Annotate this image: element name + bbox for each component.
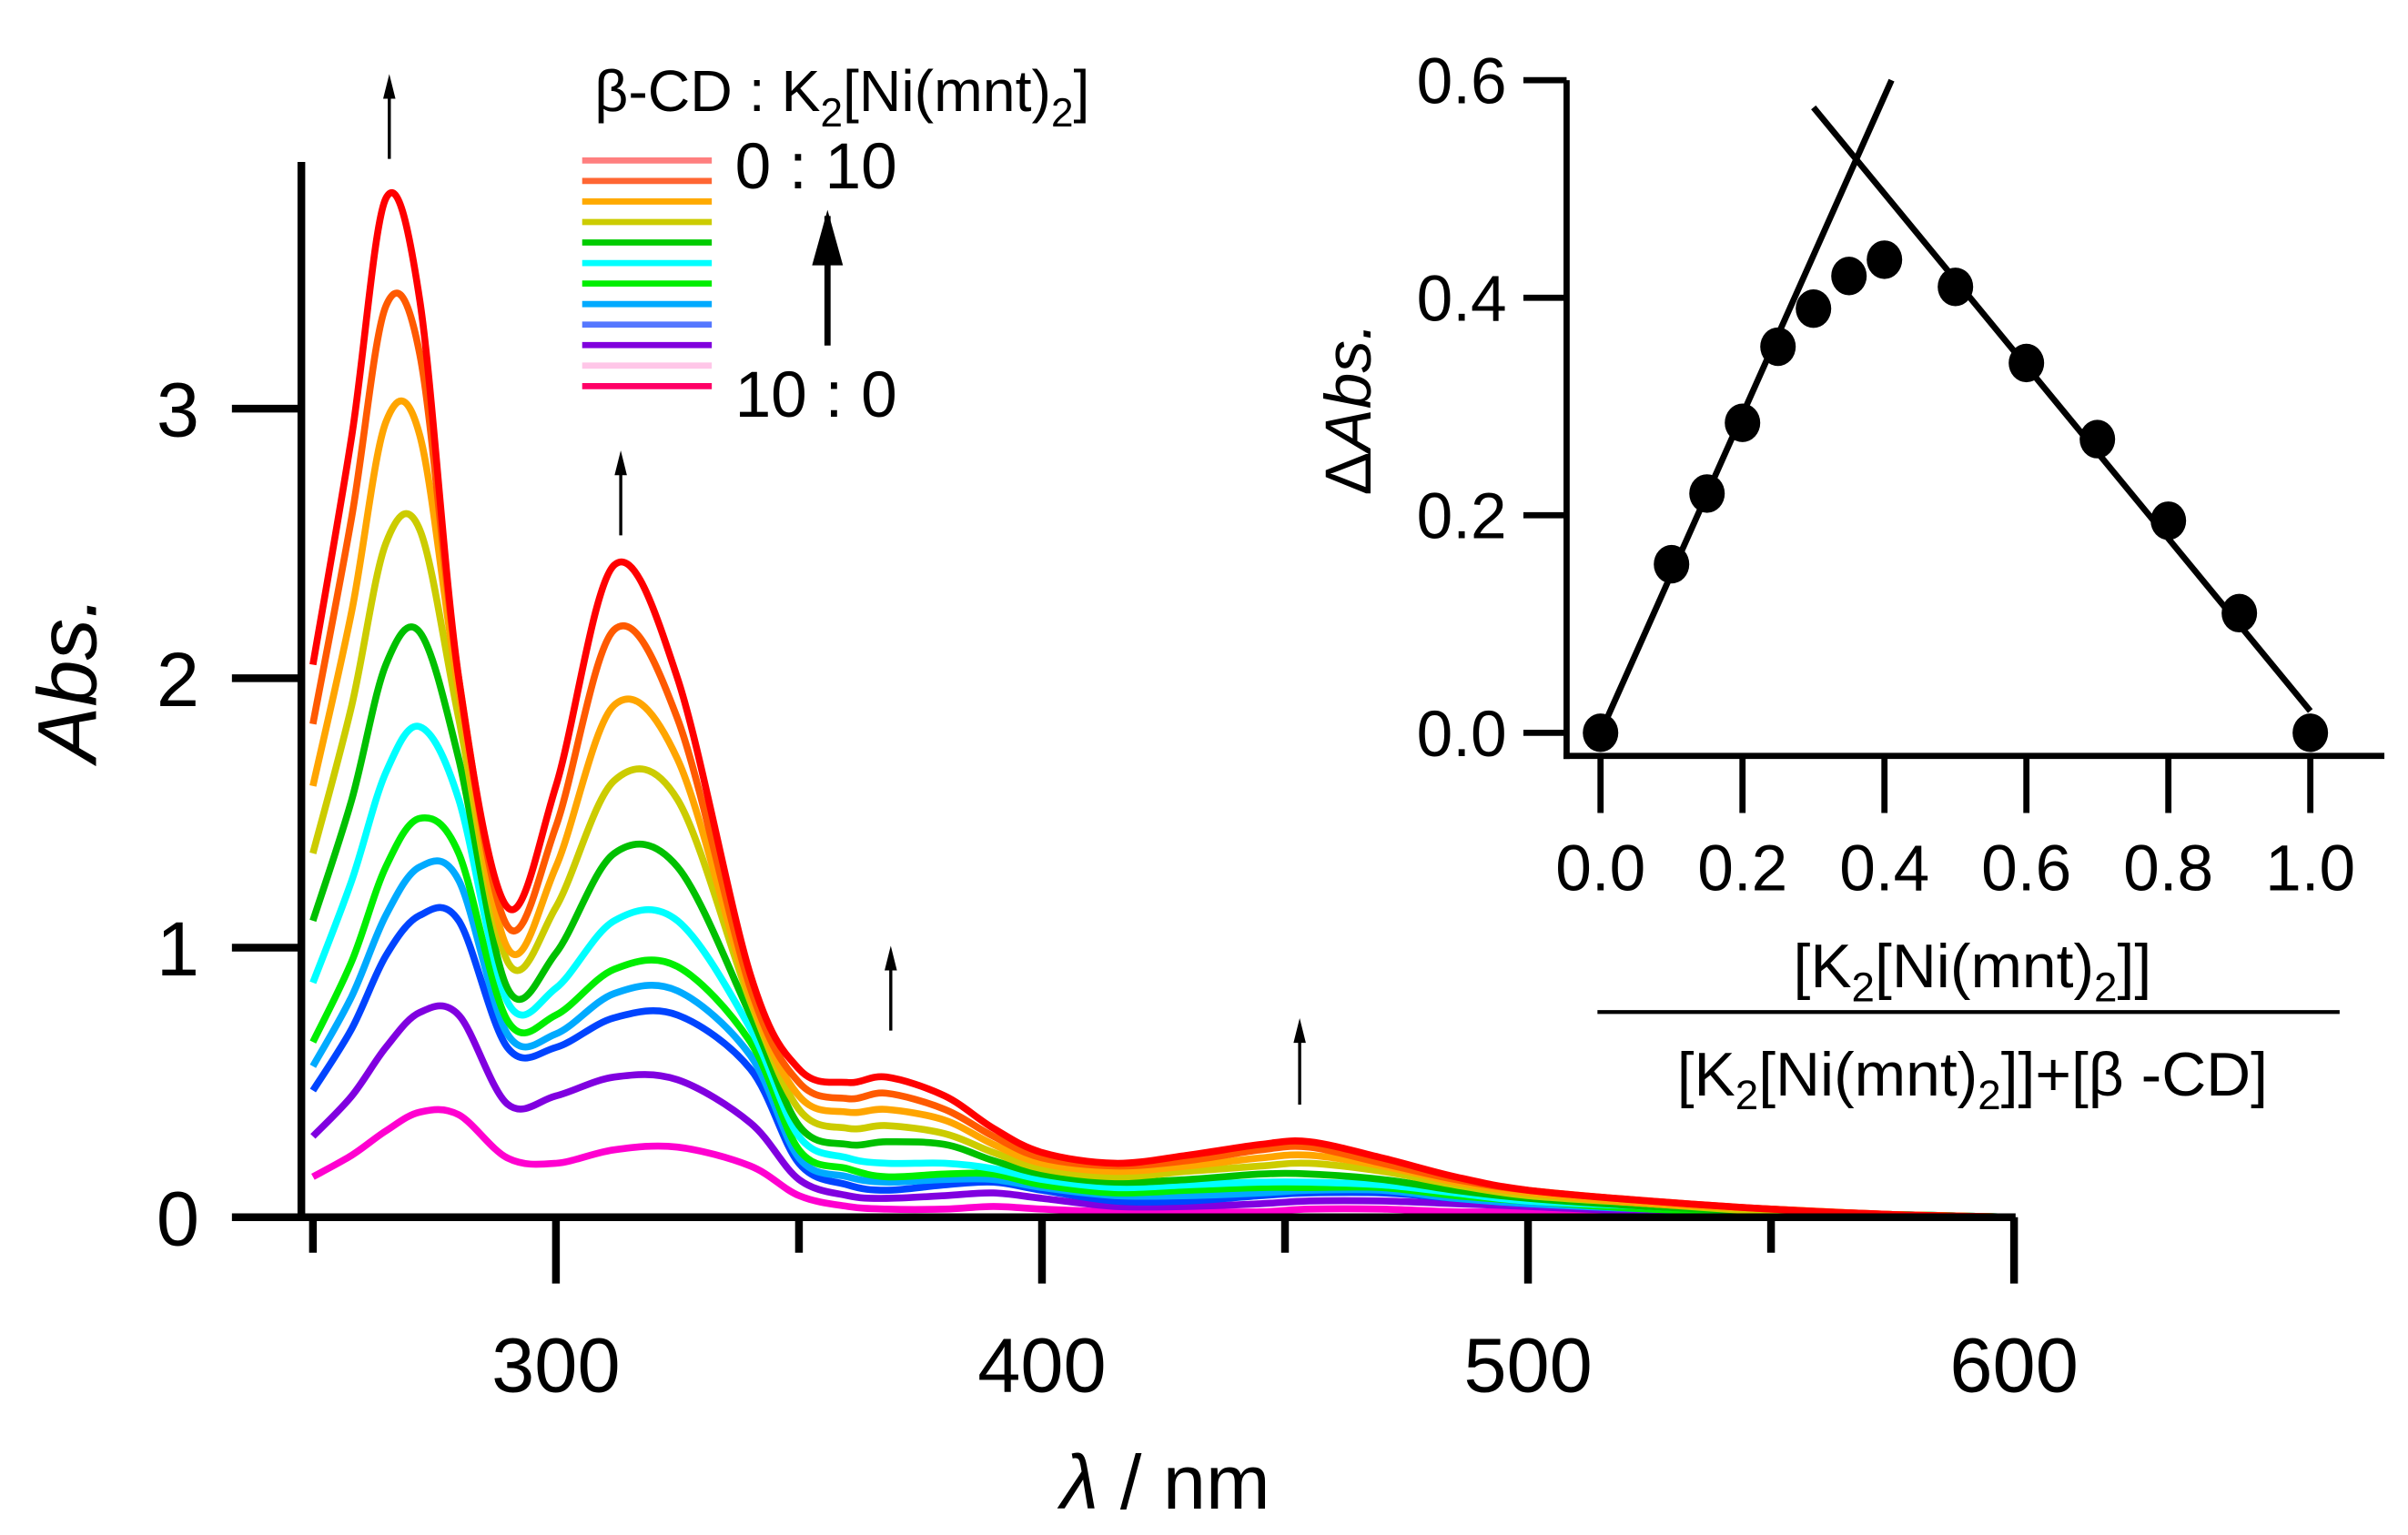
spectrum-line bbox=[311, 1106, 2015, 1221]
job-plot-inset: 0.0 0.2 0.4 0.6 0.0 0.2 0.4 0.6 0.8 1.0 ΔAbs. [K2… bbox=[1313, 46, 2385, 1118]
inset-y-tick-label: 0.4 bbox=[1417, 264, 1507, 336]
increase-arrow-head bbox=[1293, 1018, 1306, 1044]
spectrum-line bbox=[309, 623, 2015, 1221]
data-point bbox=[2008, 343, 2045, 383]
legend-title: β-CD : K2[Ni(mnt)2] bbox=[594, 58, 1089, 136]
legend-bottom-label: 10 : 0 bbox=[735, 359, 897, 431]
y-tick-label: 1 bbox=[157, 905, 199, 992]
inset-x-title-numerator: [K2[Ni(mnt)2]] bbox=[1794, 933, 2152, 1010]
inset-x-tick-label: 0.6 bbox=[1981, 833, 2071, 904]
y-tick-label: 3 bbox=[157, 367, 199, 453]
inset-x-title-denominator: [K2[Ni(mnt)2]]+[β -CD] bbox=[1677, 1041, 2268, 1118]
inset-y-tick-label: 0.6 bbox=[1417, 46, 1507, 118]
inset-y-tick-label: 0.0 bbox=[1417, 699, 1507, 771]
legend-top-label: 0 : 10 bbox=[735, 131, 897, 203]
x-axis-title-unit: / nm bbox=[1098, 1439, 1270, 1525]
data-point bbox=[1725, 403, 1761, 442]
data-point bbox=[2292, 713, 2329, 752]
data-point bbox=[1796, 288, 1832, 328]
data-point bbox=[1760, 327, 1796, 367]
y-tick-label: 2 bbox=[157, 636, 199, 722]
data-point bbox=[2221, 593, 2258, 633]
y-axis-title: Abs. bbox=[22, 595, 115, 766]
data-point bbox=[1831, 257, 1867, 296]
x-tick-label: 400 bbox=[977, 1321, 1106, 1408]
main-ticks: 300 400 500 600 0 1 2 3 bbox=[157, 367, 2079, 1409]
data-point bbox=[2150, 501, 2187, 540]
legend: β-CD : K2[Ni(mnt)2] 0 : 10 10 : 0 bbox=[582, 58, 1089, 431]
peak-arrows bbox=[383, 74, 1306, 1105]
spectra-plot: 300 400 500 600 0 1 2 3 Abs. λ / nm β-CD : K2[N… bbox=[22, 58, 2079, 1525]
fit-lines bbox=[1597, 78, 2313, 734]
legend-arrow-head bbox=[812, 209, 844, 266]
data-point bbox=[2079, 419, 2116, 459]
inset-ticks: 0.0 0.2 0.4 0.6 0.0 0.2 0.4 0.6 0.8 1.0 bbox=[1417, 46, 2355, 905]
increase-arrow-head bbox=[885, 945, 897, 971]
x-axis-title-symbol: λ bbox=[1057, 1439, 1099, 1525]
data-point bbox=[1867, 240, 1903, 279]
inset-x-tick-label: 0.4 bbox=[1839, 833, 1929, 904]
data-point bbox=[1689, 474, 1725, 513]
data-point bbox=[1938, 268, 1974, 307]
increase-arrow-head bbox=[383, 74, 396, 99]
increase-arrow-head bbox=[614, 450, 627, 476]
inset-x-tick-label: 0.8 bbox=[2123, 833, 2213, 904]
data-point bbox=[1583, 713, 1619, 752]
spectra-curves bbox=[309, 189, 2015, 1221]
inset-x-tick-label: 1.0 bbox=[2265, 833, 2355, 904]
data-point bbox=[1654, 544, 1690, 584]
x-tick-label: 300 bbox=[491, 1321, 620, 1408]
data-points bbox=[1583, 240, 2329, 752]
legend-swatches bbox=[582, 157, 713, 389]
x-tick-label: 500 bbox=[1463, 1321, 1592, 1408]
spectrum-line bbox=[309, 722, 2015, 1221]
spectrum-line bbox=[309, 189, 2015, 1221]
inset-y-axis-title: ΔAbs. bbox=[1313, 322, 1385, 495]
x-axis-title: λ / nm bbox=[1057, 1439, 1270, 1525]
x-tick-label: 600 bbox=[1949, 1321, 2078, 1408]
y-tick-label: 0 bbox=[157, 1175, 199, 1261]
inset-x-tick-label: 0.0 bbox=[1555, 833, 1645, 904]
inset-y-tick-label: 0.2 bbox=[1417, 481, 1507, 553]
inset-x-tick-label: 0.2 bbox=[1697, 833, 1787, 904]
